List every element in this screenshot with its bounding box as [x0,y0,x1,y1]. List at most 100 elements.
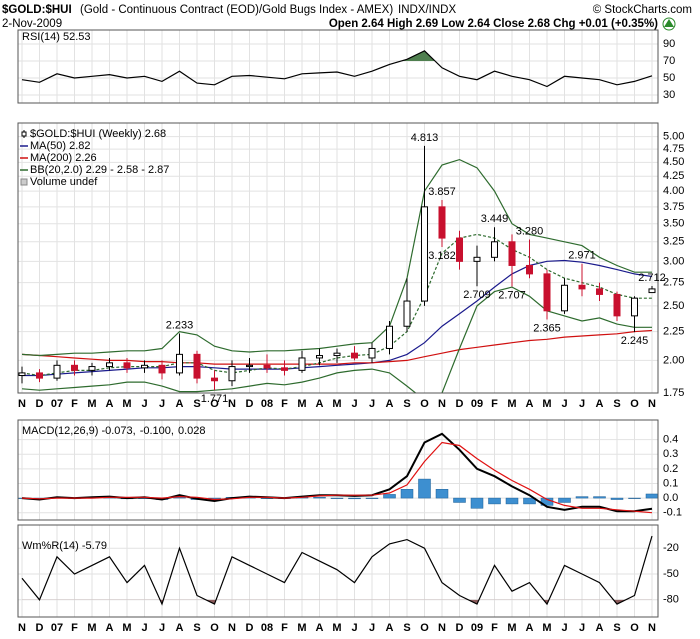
x-tick-label: F [491,622,498,634]
histogram-bar [330,497,344,499]
candle-body [281,367,288,371]
x-tick-label: J [351,622,357,634]
y-tick-label: 3.75 [663,201,684,213]
x-tick-label: D [36,398,44,410]
candle-body [543,273,551,312]
y-tick-label: 0.4 [663,434,678,446]
price-annotation: 2.245 [621,335,649,347]
x-tick-label: A [176,398,184,410]
candle-body [106,362,113,368]
candle-body [316,355,323,359]
x-tick-label: 07 [51,622,63,634]
x-tick-label: M [542,622,551,634]
x-tick-label: D [36,622,44,634]
price-annotation: 2.712 [638,272,666,284]
legend-icon [20,178,28,186]
x-tick-label: D [246,622,254,634]
legend-icon [21,131,27,137]
legend-entry: 0.028 [178,425,206,437]
legend-entry: -0.100, [140,425,174,437]
x-tick-label: J [159,622,165,634]
price-annotation: 3.182 [428,250,456,262]
x-tick-label: O [210,622,219,634]
price-annotation: 2.709 [463,289,491,301]
x-tick-label: S [613,398,620,410]
y-tick-label: -50 [663,568,679,580]
y-tick-label: 2.25 [663,326,684,338]
candle-body [561,284,568,312]
y-tick-label: 2.50 [663,300,684,312]
x-tick-label: D [456,622,464,634]
legend-entry: Volume undef [30,176,98,188]
price-annotation: 3.280 [516,225,544,237]
candle-body [613,293,621,317]
x-tick-label: S [403,622,410,634]
up-arrow [664,19,674,27]
x-tick-label: M [122,398,131,410]
candle-body [263,364,271,369]
series-line [21,50,653,88]
y-tick-label: 0.2 [663,463,678,475]
price-annotation: 3.857 [428,186,456,198]
series-line [21,158,652,357]
price-annotation: 2.707 [498,289,526,301]
x-tick-label: M [332,622,341,634]
price-annotation: 2.233 [166,319,194,331]
candle-body [176,353,183,374]
x-tick-label: M [122,622,131,634]
x-tick-label: J [159,398,165,410]
panel-1 [18,123,658,393]
histogram-bar [628,497,641,499]
panel-frame [17,122,659,394]
x-tick-label: N [438,398,446,410]
x-tick-label: J [579,622,585,634]
x-tick-label: N [18,398,26,410]
panel-3 [18,525,658,617]
x-tick-label: 08 [261,398,273,410]
x-tick-label: N [438,622,446,634]
histogram-bar [418,478,431,499]
candle-body [141,364,148,369]
candle-body [473,256,481,262]
x-tick-label: J [369,622,375,634]
x-tick-label: F [281,622,288,634]
candle-body [386,325,393,349]
candle-body [158,364,166,374]
y-tick-label: 4.25 [663,170,684,182]
candle-body [18,372,26,376]
x-tick-label: M [332,398,341,410]
price-annotation: 2.365 [533,322,561,334]
y-tick-label: 3.25 [663,236,684,248]
legend-entry: MA(50) 2.82 [30,140,91,152]
histogram-bar [575,496,589,499]
x-tick-label: O [630,398,639,410]
y-tick-label: 2.00 [663,354,684,366]
histogram-bar [383,494,396,499]
x-tick-label: M [87,622,96,634]
x-tick-label: A [316,398,324,410]
y-tick-label: -0.1 [663,507,682,519]
histogram-bar [558,497,571,503]
x-tick-label: J [141,622,147,634]
y-tick-label: 0.1 [663,477,678,489]
y-tick-label: 0.0 [663,492,678,504]
candle-body [526,264,533,275]
x-tick-label: J [141,398,147,410]
x-tick-label: S [403,398,410,410]
series-line [21,441,653,514]
candle-body [578,284,586,290]
x-tick-label: F [491,398,498,410]
candle-body [421,206,428,302]
histogram-bar [610,497,624,500]
price-annotation: 3.449 [481,213,509,225]
candle-body [193,353,201,379]
y-tick-label: 70 [663,55,675,67]
x-tick-label: A [526,398,534,410]
legend-entry: MA(200) 2.26 [30,152,97,164]
x-tick-label: A [386,622,394,634]
x-tick-label: M [507,398,516,410]
histogram-bar [505,497,519,505]
candle-body [53,364,61,379]
histogram-bar [453,497,466,503]
